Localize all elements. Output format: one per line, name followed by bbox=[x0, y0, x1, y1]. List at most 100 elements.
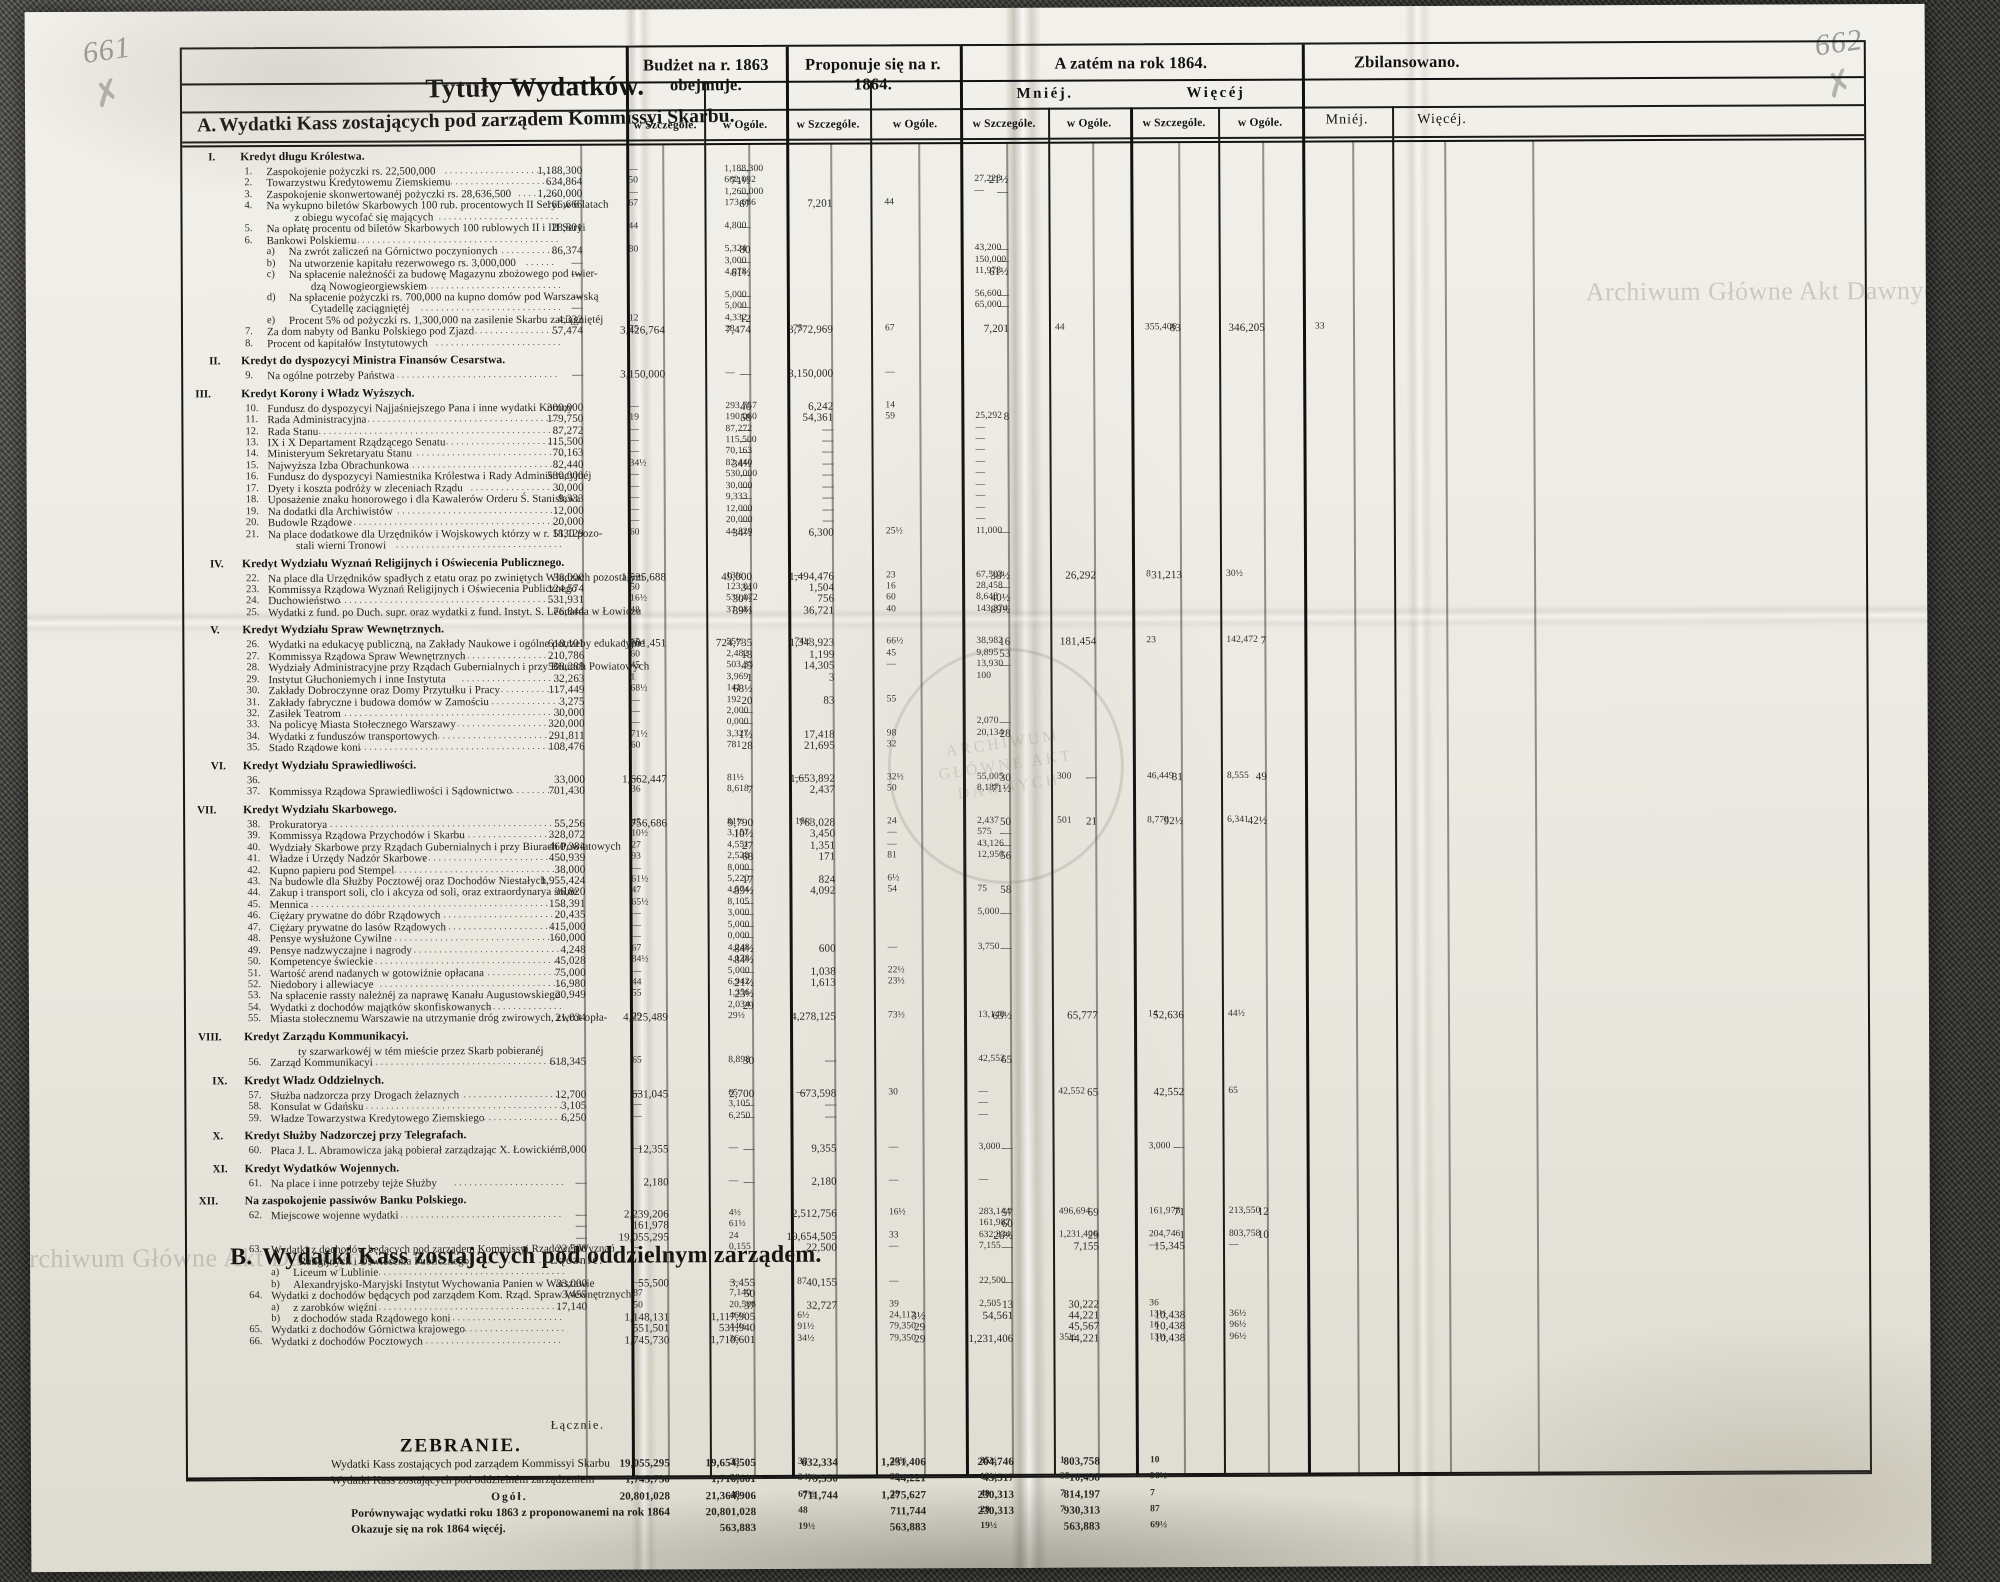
cell-grosze: 22½ bbox=[887, 964, 905, 975]
cell-rubles: 1,148,131 bbox=[624, 1311, 670, 1324]
row-number: 58. bbox=[248, 1101, 262, 1113]
leader-dots: ................ bbox=[482, 1000, 565, 1013]
row-number: 54. bbox=[247, 1002, 262, 1014]
cell-grosze: 80 bbox=[628, 244, 639, 255]
total-cell-rubles: 1,231,406 bbox=[881, 1456, 926, 1469]
cell-rubles: — bbox=[743, 1175, 755, 1188]
total-row: Okazuje się na rok 1864 więcéj. bbox=[351, 1523, 506, 1536]
cell-rubles: 57,474 bbox=[552, 325, 584, 338]
cell-rubles: 450,939 bbox=[548, 851, 586, 864]
cell-rubles: — bbox=[571, 267, 583, 280]
cell-rubles: 75,000 bbox=[554, 966, 586, 979]
cell-grosze: — bbox=[630, 717, 641, 728]
cell-rubles: 37 bbox=[744, 1299, 756, 1312]
total-row: Ogół. bbox=[491, 1490, 528, 1504]
group-title: Kredyt Władz Oddzielnych. bbox=[244, 1074, 385, 1087]
cell-rubles: — bbox=[1001, 1141, 1013, 1154]
header-sub-wiecej: Więcéj bbox=[1186, 84, 1246, 102]
cell-grosze: 34½ bbox=[797, 1333, 815, 1344]
cell-rubles: 12,700 bbox=[555, 1088, 587, 1101]
row-number: b) bbox=[266, 257, 276, 269]
cell-rubles: 7 bbox=[1260, 635, 1267, 648]
cell-rubles: 28 bbox=[741, 740, 753, 753]
row-number: 32. bbox=[246, 708, 260, 720]
cell-rubles: 30 bbox=[742, 1055, 755, 1068]
row-number: 65. bbox=[249, 1324, 263, 1336]
cell-rubles: 89½ bbox=[732, 604, 753, 617]
leader-dots: ....................................... bbox=[365, 1056, 565, 1068]
cell-grosze: 1 bbox=[630, 672, 636, 683]
row-number: a) bbox=[266, 246, 275, 258]
grosz-divider bbox=[1262, 140, 1270, 1475]
cell-rubles: 65,777 bbox=[1067, 1009, 1099, 1022]
grosz-divider bbox=[1352, 140, 1360, 1475]
total-cell-rubles: 44,221 bbox=[895, 1472, 927, 1485]
cell-grosze: — bbox=[975, 445, 986, 456]
cell-grosze: — bbox=[632, 1242, 643, 1253]
cell-grosze: 24 bbox=[887, 816, 897, 827]
cell-grosze: 60 bbox=[886, 592, 896, 603]
total-row: Porównywając wydatki roku 1863 z propono… bbox=[351, 1506, 671, 1520]
cell-rubles: — bbox=[743, 1143, 755, 1156]
cell-rubles: 34½ bbox=[731, 457, 752, 470]
cell-grosze: — bbox=[629, 481, 640, 492]
row-number: 29. bbox=[246, 673, 260, 685]
total-cell-rubles: 1,710,601 bbox=[711, 1472, 757, 1486]
row-number: 17. bbox=[245, 482, 259, 494]
cell-rubles: 58 bbox=[740, 412, 752, 425]
row-number: 38. bbox=[247, 818, 261, 830]
cell-rubles: — bbox=[743, 1110, 755, 1123]
cell-grosze: 50 bbox=[886, 783, 897, 794]
row-label: Kommissya Rządowa Sprawiedliwości i Sądo… bbox=[268, 785, 513, 799]
cell-rubles: — bbox=[997, 288, 1009, 301]
cell-grosze: 50 bbox=[633, 1300, 643, 1311]
row-number: 15. bbox=[245, 460, 259, 472]
cell-rubles: 631,045 bbox=[631, 1088, 669, 1101]
cell-rubles: — bbox=[575, 1220, 587, 1233]
table-row: stali wierni Tronowi....................… bbox=[182, 539, 627, 552]
group-title: Kredyt Wydziału Skarbowego. bbox=[243, 803, 397, 816]
cell-rubles: 20,949 bbox=[555, 989, 586, 1002]
row-label: Procent od kapitałów Instytutowych bbox=[267, 337, 428, 350]
total-cell-rubles: 21,364,906 bbox=[705, 1489, 757, 1503]
cell-rubles: — bbox=[822, 434, 834, 447]
cell-rubles: 65 bbox=[1000, 1054, 1013, 1067]
leader-dots: ......................... bbox=[435, 336, 564, 349]
group-roman: IX. bbox=[212, 1074, 228, 1088]
cell-grosze: — bbox=[631, 920, 642, 931]
cell-grosze: 81 bbox=[887, 850, 898, 861]
cell-grosze: 12 bbox=[628, 313, 639, 324]
cell-rubles: — bbox=[1085, 771, 1097, 784]
cell-grosze: — bbox=[632, 1111, 643, 1122]
cell-rubles: 3,150,000 bbox=[788, 367, 834, 381]
cell-rubles: 51,129 bbox=[552, 527, 584, 540]
cell-rubles: 12,000 bbox=[552, 504, 584, 517]
total-cell-rubles: 19,055,295 bbox=[619, 1457, 670, 1470]
cell-rubles: 3,450 bbox=[809, 827, 836, 840]
total-cell-rubles: 563,883 bbox=[1063, 1520, 1101, 1533]
cell-grosze: — bbox=[629, 515, 640, 526]
cell-grosze: 67 bbox=[628, 198, 639, 209]
cell-grosze: — bbox=[629, 492, 640, 503]
cell-rubles: 618,345 bbox=[549, 1055, 587, 1069]
total-cell-rubles: 10,438 bbox=[1069, 1471, 1101, 1484]
cell-rubles: — bbox=[1000, 941, 1012, 954]
cell-rubles: 634,864 bbox=[545, 176, 583, 189]
group-heading: I. Kredyt długu Królestwa. bbox=[186, 150, 626, 165]
cell-rubles: 30 bbox=[999, 771, 1011, 784]
cell-rubles: — bbox=[825, 1098, 837, 1111]
cell-grosze: 59 bbox=[885, 411, 896, 422]
cell-rubles: 16 bbox=[999, 636, 1011, 649]
cell-grosze: 4½ bbox=[728, 1207, 741, 1219]
header-group-1864-proposed: Proponuje się na r. 1864. bbox=[804, 54, 941, 94]
row-number: 28. bbox=[246, 662, 260, 674]
cell-rubles: 36,820 bbox=[554, 886, 586, 899]
cell-rubles: — bbox=[572, 368, 584, 381]
cell-grosze: — bbox=[887, 838, 897, 849]
cell-rubles: 42½ bbox=[1247, 814, 1268, 827]
group-title: Kredyt Korony i Władz Wyższych. bbox=[241, 387, 415, 400]
cell-rubles: 7,155 bbox=[1073, 1240, 1100, 1253]
header-col-ogole: w Ogóle. bbox=[892, 118, 938, 131]
group-roman: II. bbox=[209, 355, 221, 368]
column-divider bbox=[1218, 106, 1226, 1475]
